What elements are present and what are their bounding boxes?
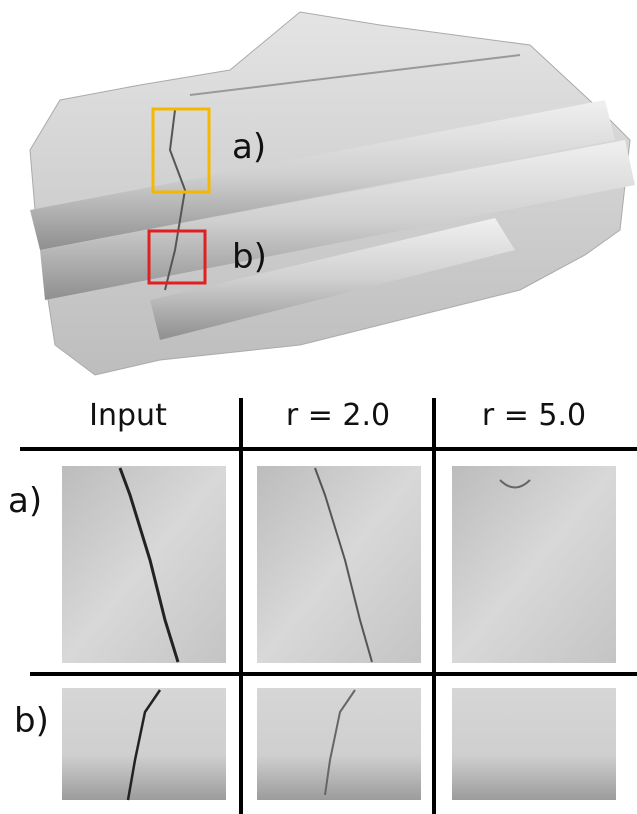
region-label: a) xyxy=(232,127,266,167)
column-header: r = 2.0 xyxy=(286,398,390,433)
region-label: b) xyxy=(232,237,267,277)
figure: a) b) Input r = 2.0 r = 5.0 a) b) xyxy=(0,0,637,814)
figure-svg: a) b) Input r = 2.0 r = 5.0 a) b) xyxy=(0,0,637,814)
column-header: r = 5.0 xyxy=(482,398,586,433)
row-label: a) xyxy=(8,481,42,521)
column-header: Input xyxy=(89,398,167,433)
scan xyxy=(30,12,635,375)
cells xyxy=(62,466,616,800)
row-label: b) xyxy=(14,701,49,741)
